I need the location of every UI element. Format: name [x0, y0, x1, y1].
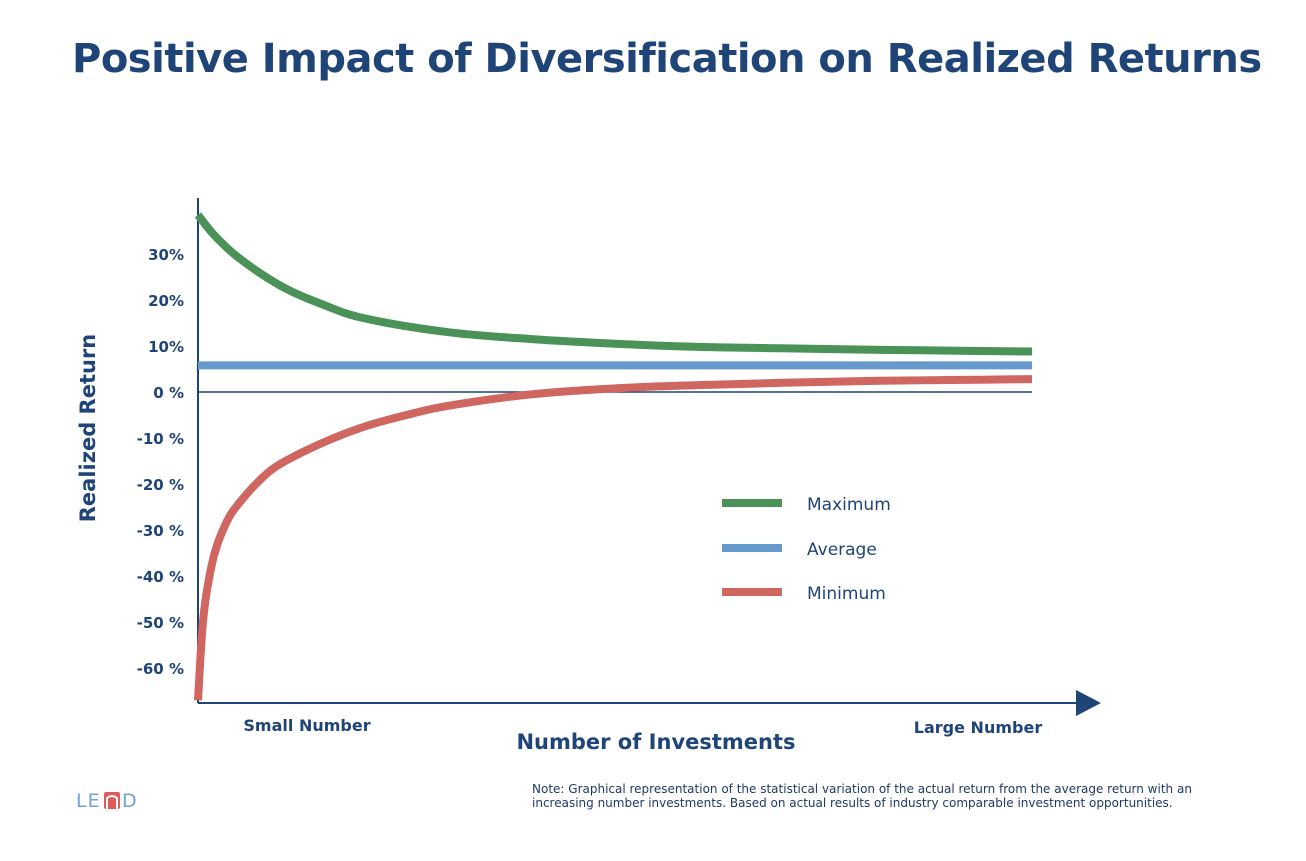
- y-tick-label: 20%: [148, 292, 184, 310]
- legend-label-maximum: Maximum: [807, 495, 891, 515]
- chart-title: Positive Impact of Diversification on Re…: [72, 36, 1262, 82]
- legend-label-average: Average: [807, 540, 877, 560]
- x-axis-arrow: [1076, 690, 1101, 716]
- y-tick-label: 0 %: [153, 384, 184, 402]
- y-tick-label: -40 %: [137, 568, 184, 586]
- lend-logo-mark: LE D: [76, 790, 137, 812]
- legend-label-minimum: Minimum: [807, 584, 886, 604]
- y-tick-label: -20 %: [137, 476, 184, 494]
- x-tick-label: Small Number: [243, 716, 370, 735]
- x-tick-label: Large Number: [914, 718, 1043, 737]
- series-line-maximum: [194, 212, 1033, 356]
- footnote: Note: Graphical representation of the st…: [532, 782, 1192, 810]
- y-tick-label: 30%: [148, 246, 184, 264]
- x-axis-label: Number of Investments: [516, 730, 795, 754]
- y-tick-label: 10%: [148, 338, 184, 356]
- y-tick-label: -50 %: [137, 614, 184, 632]
- y-tick-label: -30 %: [137, 522, 184, 540]
- lend-logo: LE D: [76, 788, 142, 812]
- y-tick-label: -10 %: [137, 430, 184, 448]
- svg-text:D: D: [122, 790, 137, 812]
- y-axis-label: Realized Return: [76, 334, 100, 523]
- series-line-minimum: [194, 375, 1033, 701]
- svg-text:LE: LE: [76, 790, 101, 812]
- y-tick-label: -60 %: [137, 660, 184, 678]
